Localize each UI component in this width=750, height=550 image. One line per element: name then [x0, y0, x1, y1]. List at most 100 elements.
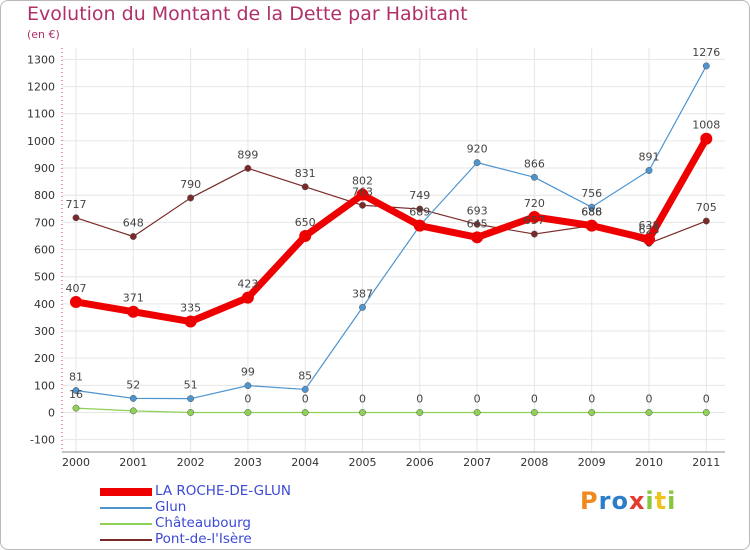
y-tick-label: -100 [30, 434, 55, 447]
data-label-3: 790 [180, 178, 201, 191]
legend-label-la-roche: LA ROCHE-DE-GLUN [155, 483, 291, 499]
y-tick-label: 800 [34, 189, 55, 202]
data-label-2: 0 [302, 393, 309, 406]
data-label-1: 85 [298, 369, 312, 382]
logo-letter: t [654, 487, 668, 515]
data-point-0 [700, 132, 713, 145]
data-point-2 [359, 409, 366, 416]
data-labels: 407 371 335 423 650 802 645 720 688 638 1008 81 52 51… [66, 46, 721, 406]
data-label-3: 763 [352, 185, 373, 198]
data-point-2 [530, 409, 538, 416]
legend-swatch-pont-de-l-isere [100, 539, 152, 541]
series-line-1 [75, 65, 707, 400]
data-label-3: 899 [237, 148, 258, 161]
data-label-2: 0 [416, 393, 423, 406]
x-tick-label: 2002 [177, 456, 205, 469]
data-point-2 [473, 409, 481, 416]
data-label-2: 16 [69, 388, 83, 401]
x-tick-label: 2004 [291, 456, 319, 469]
chart-subtitle: (en €) [27, 28, 60, 41]
legend-swatch-chateaubourg [100, 523, 152, 525]
data-label-0: 802 [352, 175, 373, 188]
proxiti-logo: Proxiti [580, 487, 676, 515]
y-tick-label: 400 [34, 298, 55, 311]
data-label-3: 831 [295, 167, 316, 180]
y-tick-label: 1100 [27, 108, 55, 121]
legend-label-pont-de-l-isere: Pont-de-l'Isère [155, 531, 252, 547]
data-label-1: 99 [241, 366, 255, 379]
logo-letter: i [645, 487, 655, 515]
data-point-3 [129, 233, 137, 240]
data-label-2: 0 [244, 393, 251, 406]
data-label-3: 686 [581, 206, 602, 219]
data-point-0 [413, 219, 426, 232]
data-point-2 [301, 409, 309, 416]
data-label-1: 52 [126, 378, 140, 391]
x-tick-label: 2010 [635, 456, 663, 469]
y-tick-label: 1000 [27, 135, 55, 148]
data-point-3 [244, 164, 252, 172]
data-label-0: 720 [524, 197, 545, 210]
x-tick-label: 2005 [349, 456, 377, 469]
data-point-0 [471, 231, 484, 244]
series-line-2 [75, 407, 707, 414]
data-label-2: 0 [531, 393, 538, 406]
data-point-2 [588, 409, 596, 416]
data-point-3 [473, 220, 481, 228]
data-label-0: 638 [639, 219, 660, 232]
y-tick-label: 0 [48, 407, 55, 420]
data-label-3: 717 [66, 198, 87, 211]
data-label-3: 705 [696, 201, 717, 214]
y-tick-labels: -100 0 100 200 300 400 500 600 700 800 900 1000 1100… [27, 53, 55, 446]
data-point-3 [187, 194, 195, 202]
data-point-2 [416, 409, 424, 416]
data-point-1 [72, 387, 80, 394]
data-label-1: 866 [524, 157, 545, 170]
data-point-0 [184, 315, 197, 328]
legend-swatch-glun [100, 507, 152, 509]
x-tick-label: 2006 [406, 456, 434, 469]
y-tick-label: 1200 [27, 81, 55, 94]
legend-swatch-la-roche [100, 488, 152, 496]
data-label-1: 387 [352, 287, 373, 300]
data-point-3 [530, 230, 538, 238]
data-point-3 [72, 214, 80, 222]
data-label-0: 650 [295, 216, 316, 229]
data-point-0 [356, 188, 369, 201]
y-tick-label: 300 [34, 325, 55, 338]
series-line-0 [75, 136, 710, 326]
y-tick-label: 500 [34, 271, 55, 284]
data-point-3 [416, 205, 424, 213]
data-point-1 [244, 382, 252, 390]
logo-letter: r [598, 487, 612, 515]
data-point-3 [301, 183, 309, 191]
x-tick-label: 2008 [520, 456, 548, 469]
data-label-2: 0 [703, 393, 710, 406]
data-point-0 [643, 233, 655, 246]
logo-letter: o [611, 487, 629, 515]
data-point-0 [528, 210, 541, 223]
data-point-0 [585, 219, 598, 232]
data-label-1: 51 [184, 379, 198, 392]
data-label-2: 0 [646, 393, 653, 406]
data-label-3: 623 [639, 223, 660, 236]
x-tick-label: 2003 [234, 456, 262, 469]
data-point-1 [702, 62, 710, 70]
data-label-1: 756 [581, 187, 602, 200]
data-point-0 [241, 291, 254, 304]
data-label-0: 407 [66, 282, 87, 295]
data-point-2 [244, 409, 252, 416]
x-tick-label: 2000 [62, 456, 90, 469]
y-tick-label: 1300 [27, 53, 55, 66]
data-point-1 [187, 395, 195, 403]
y-tick-label: 100 [34, 379, 55, 392]
data-label-1: 81 [69, 371, 83, 384]
y-tick-label: 900 [34, 162, 55, 175]
y-tick-label: 200 [34, 352, 55, 365]
data-point-1 [129, 394, 137, 402]
x-tick-label: 2007 [463, 456, 491, 469]
data-label-0: 335 [180, 302, 201, 315]
logo-letter: i [667, 487, 677, 515]
grid-lines [62, 48, 725, 452]
